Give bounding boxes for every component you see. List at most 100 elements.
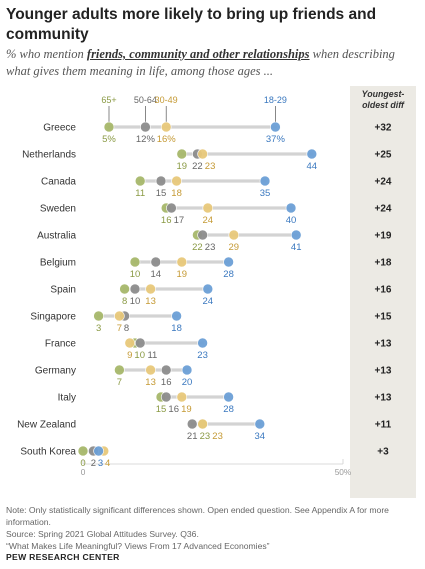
footer-note: Note: Only statistically significant dif… — [6, 505, 389, 527]
dot-italy-30-49 — [176, 391, 188, 403]
diff-value-south-korea: +3 — [377, 447, 389, 458]
footer-source: Source: Spring 2021 Global Attitudes Sur… — [6, 529, 199, 539]
value-label-australia-18-29: 41 — [291, 242, 302, 253]
dot-belgium-30-49 — [176, 256, 188, 268]
dot-france-30-49 — [124, 337, 136, 349]
value-label-south-korea-30-49: 4 — [105, 458, 110, 469]
value-label-spain-65: 8 — [122, 296, 127, 307]
country-label-italy: Italy — [58, 393, 76, 404]
value-label-singapore-50-64: 8 — [124, 323, 129, 334]
dot-sweden-30-49 — [202, 202, 214, 214]
diff-value-germany: +13 — [375, 366, 392, 377]
country-label-sweden: Sweden — [40, 204, 76, 215]
value-label-germany-65: 7 — [117, 377, 122, 388]
country-label-belgium: Belgium — [40, 258, 76, 269]
dot-italy-18-29 — [223, 391, 234, 403]
value-label-singapore-18-29: 18 — [171, 323, 182, 334]
country-label-canada: Canada — [41, 177, 76, 188]
dot-australia-50-64 — [197, 229, 208, 241]
dot-canada-18-29 — [259, 175, 271, 187]
diff-value-greece: +32 — [375, 123, 392, 134]
diff-header-line-1: Youngest- — [362, 89, 405, 99]
chart-footer: Note: Only statistically significant dif… — [6, 504, 420, 552]
value-label-australia-30-49: 29 — [229, 242, 240, 253]
dot-spain-30-49 — [145, 283, 156, 295]
dot-germany-30-49 — [145, 364, 156, 376]
diff-value-italy: +13 — [375, 393, 392, 404]
dot-germany-65 — [114, 364, 125, 376]
dot-germany-18-29 — [181, 364, 193, 376]
value-label-canada-18-29: 35 — [260, 188, 271, 199]
legend-label-65: 65+ — [101, 95, 116, 105]
value-label-belgium-18-29: 28 — [223, 269, 234, 280]
value-label-greece-65: 5% — [102, 134, 116, 145]
brand-credit: PEW RESEARCH CENTER — [6, 552, 120, 562]
dot-belgium-18-29 — [223, 256, 234, 268]
legend-label-30-49: 30-49 — [155, 95, 178, 105]
dot-singapore-30-49 — [114, 310, 125, 322]
value-label-south-korea-50-64: 2 — [91, 458, 96, 469]
dot-netherlands-18-29 — [306, 148, 318, 160]
value-label-belgium-50-64: 14 — [151, 269, 162, 280]
value-label-sweden-30-49: 24 — [203, 215, 214, 226]
value-label-italy-18-29: 28 — [223, 404, 234, 415]
value-label-belgium-65: 10 — [130, 269, 141, 280]
value-label-spain-30-49: 13 — [145, 296, 156, 307]
value-label-germany-50-64: 16 — [161, 377, 172, 388]
value-label-belgium-30-49: 19 — [177, 269, 188, 280]
dot-spain-18-29 — [202, 283, 214, 295]
country-label-greece: Greece — [43, 123, 76, 134]
dot-new-zealand-30-49 — [197, 418, 208, 430]
value-label-spain-18-29: 24 — [203, 296, 214, 307]
value-label-france-30-49: 9 — [127, 350, 132, 361]
dot-canada-65 — [134, 175, 146, 187]
dot-germany-50-64 — [160, 364, 172, 376]
dot-netherlands-65 — [176, 148, 188, 160]
dot-singapore-18-29 — [171, 310, 182, 322]
value-label-sweden-50-64: 17 — [174, 215, 185, 226]
value-label-germany-30-49: 13 — [145, 377, 156, 388]
value-label-germany-18-29: 20 — [182, 377, 193, 388]
value-label-new-zealand-30-49: 23 — [212, 431, 223, 442]
dot-new-zealand-18-29 — [254, 418, 266, 430]
value-label-australia-50-64: 23 — [205, 242, 216, 253]
diff-value-spain: +16 — [375, 285, 392, 296]
value-label-new-zealand-65: 23 — [200, 431, 211, 442]
value-label-spain-50-64: 10 — [130, 296, 141, 307]
subtitle-suffix: when describing what gives them meaning … — [6, 47, 395, 78]
x-axis-label-min: 0 — [81, 467, 86, 477]
dot-canada-30-49 — [171, 175, 182, 187]
dot-singapore-65 — [93, 310, 104, 322]
country-label-france: France — [45, 339, 77, 350]
value-label-south-korea-18-29: 3 — [98, 458, 103, 469]
diff-value-canada: +24 — [375, 177, 392, 188]
value-label-new-zealand-50-64: 21 — [187, 431, 198, 442]
value-label-sweden-18-29: 40 — [286, 215, 297, 226]
country-label-south-korea: South Korea — [20, 447, 76, 458]
diff-value-singapore: +15 — [375, 312, 392, 323]
legend-label-50-64: 50-64 — [134, 95, 157, 105]
value-label-france-18-29: 23 — [197, 350, 208, 361]
dot-south-korea-18-29 — [93, 445, 104, 457]
value-label-netherlands-50-64: 22 — [192, 161, 203, 172]
legend-label-18-29: 18-29 — [264, 95, 287, 105]
value-label-sweden-65: 16 — [161, 215, 172, 226]
value-label-new-zealand-18-29: 34 — [255, 431, 266, 442]
country-label-germany: Germany — [35, 366, 76, 377]
chart-title: Younger adults more likely to bring up f… — [6, 6, 377, 43]
dot-greece-65 — [103, 121, 115, 133]
dot-sweden-50-64 — [166, 202, 177, 214]
diff-value-france: +13 — [375, 339, 392, 350]
subtitle-prefix: % who mention — [6, 47, 87, 61]
dot-new-zealand-50-64 — [186, 418, 198, 430]
value-label-singapore-65: 3 — [96, 323, 101, 334]
dot-australia-30-49 — [228, 229, 240, 241]
dot-belgium-50-64 — [150, 256, 162, 268]
country-label-australia: Australia — [37, 231, 76, 242]
value-label-canada-50-64: 15 — [156, 188, 167, 199]
value-label-italy-65: 15 — [156, 404, 167, 415]
diff-value-netherlands: +25 — [375, 150, 392, 161]
dot-spain-50-64 — [129, 283, 141, 295]
diff-value-australia: +19 — [375, 231, 392, 242]
